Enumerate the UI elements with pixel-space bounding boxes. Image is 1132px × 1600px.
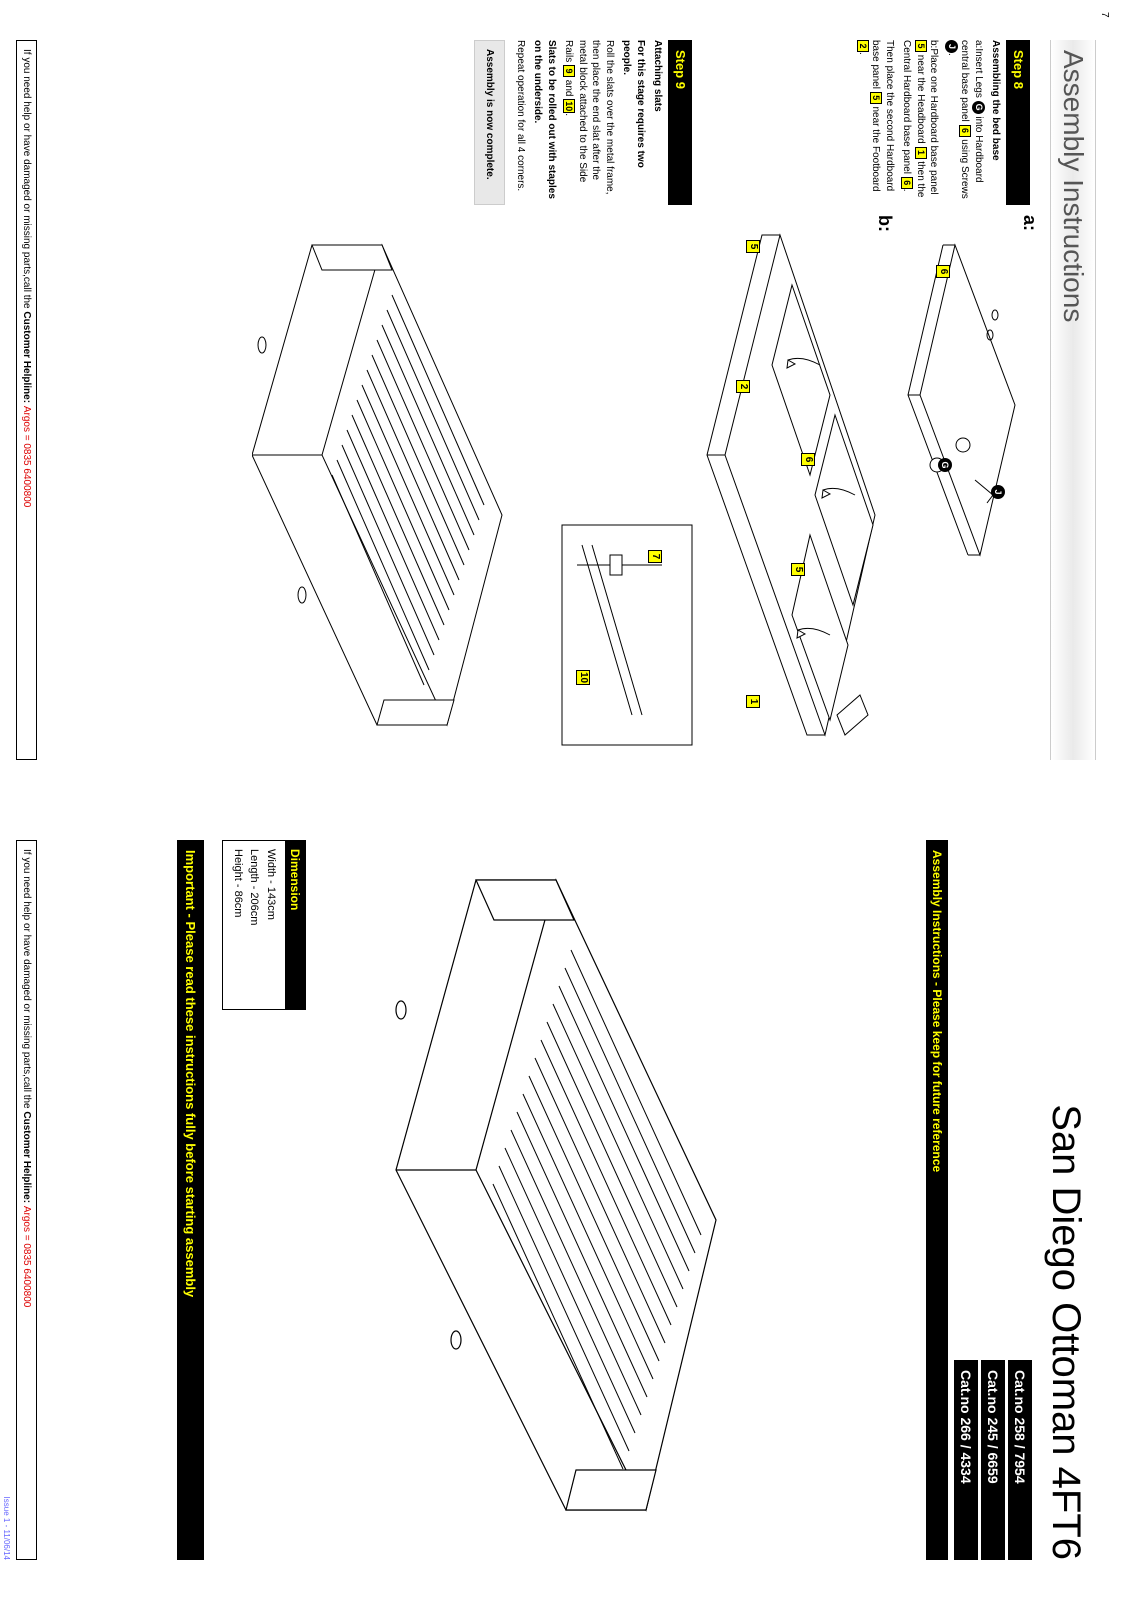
- step9-heading: Attaching slats: [652, 40, 663, 112]
- cover-diagram: [356, 840, 896, 1540]
- footer-bold-r: Customer Helpline:: [21, 1111, 32, 1205]
- part-j-icon: J: [945, 40, 958, 53]
- t: .: [901, 189, 912, 192]
- t: .: [946, 53, 957, 56]
- part-5b: 5: [870, 92, 882, 104]
- step9-line3: Slats to be rolled out with staples on t…: [532, 40, 557, 199]
- page-right: San Diego Ottoman 4FT6 Cat.no 258 / 7954…: [0, 800, 1132, 1600]
- fig8-label-2: 2: [736, 380, 750, 393]
- keep-reference-bar: Assembly Instructions - Please keep for …: [926, 840, 948, 1560]
- part-10: 10: [563, 99, 575, 113]
- step9-text: Step 9 Attaching slats For this stage re…: [474, 40, 702, 205]
- step9-diagram: [252, 215, 702, 755]
- catalog-number: Cat.no 266 / 4334: [954, 1360, 978, 1560]
- footer-bold: Customer Helpline:: [21, 311, 32, 405]
- fig8-label-6b: 6: [801, 453, 815, 466]
- dimension-body: Width - 143cmLength - 206cmHeight - 86cm: [224, 841, 286, 1009]
- catno-list: Cat.no 258 / 7954Cat.no 245 / 6659Cat.no…: [954, 840, 1032, 1560]
- part-9: 9: [563, 65, 575, 77]
- step8-header: Step 8: [1006, 40, 1030, 205]
- step8-diagram-a: [905, 235, 1035, 585]
- step8-line-a: a:Insert Legs G into Hardboard central b…: [944, 40, 985, 205]
- t: near the Headboard: [915, 52, 926, 147]
- important-bar: Important - Please read these instructio…: [178, 840, 205, 1560]
- part-g-icon: G: [972, 101, 985, 114]
- footer-right: If you need help or have damaged or miss…: [16, 840, 37, 1560]
- footer-phone: Argos = 0835 6400800: [21, 406, 32, 507]
- step9-line1: For this stage requires two people.: [621, 40, 646, 168]
- assembly-complete-text: Assembly is now complete.: [484, 49, 495, 180]
- marker-a: a:: [1019, 215, 1040, 231]
- issue-date: Issue 1 - 11/06/14: [2, 1497, 11, 1560]
- fig8-label-6a: 6: [936, 265, 950, 278]
- step8-row: Step 8 Assembling the bed base a:Insert …: [710, 40, 1040, 760]
- t: b:Place one Hardboard base panel: [928, 40, 939, 195]
- t: .: [563, 113, 574, 116]
- dimension-header: Dimension: [285, 841, 305, 1009]
- footer-pre-r: If you need help or have damaged or miss…: [21, 849, 32, 1111]
- fig8-label-j: J: [991, 485, 1005, 499]
- part-2: 2: [857, 40, 869, 52]
- step9-header: Step 9: [668, 40, 692, 205]
- page-left: 7 Assembly Instructions Step 8 Assemblin…: [0, 0, 1132, 800]
- fig8-label-5a: 5: [746, 240, 760, 253]
- t: Roll the slats over the metal frame, the…: [563, 40, 615, 195]
- fig8-label-1: 1: [746, 695, 760, 708]
- part-6: 6: [959, 125, 971, 137]
- step8-text: Step 8 Assembling the bed base a:Insert …: [851, 40, 1040, 205]
- footer-left: If you need help or have damaged or miss…: [16, 40, 37, 760]
- step8-heading: Assembling the bed base: [990, 40, 1001, 161]
- step8-diagram-b: [705, 215, 890, 755]
- dimension-line: Height - 86cm: [230, 849, 247, 1001]
- t: .: [857, 52, 868, 55]
- part-6b: 6: [901, 177, 913, 189]
- t: using Screws: [959, 137, 970, 199]
- t: a:Insert Legs: [973, 40, 984, 101]
- catalog-number: Cat.no 245 / 6659: [981, 1360, 1005, 1560]
- step9-row: Step 9 Attaching slats For this stage re…: [222, 40, 702, 760]
- part-1: 1: [915, 147, 927, 159]
- footer-pre: If you need help or have damaged or miss…: [21, 49, 32, 311]
- fig9-label-7: 7: [648, 550, 662, 563]
- sheet: 7 Assembly Instructions Step 8 Assemblin…: [0, 0, 1132, 1600]
- fig8-label-g: G: [938, 458, 952, 472]
- dimension-box: Dimension Width - 143cmLength - 206cmHei…: [223, 840, 307, 1010]
- dimension-line: Width - 143cm: [263, 849, 280, 1001]
- assembly-complete: Assembly is now complete.: [474, 40, 506, 205]
- page-number: 7: [1099, 12, 1110, 18]
- title-assembly-instructions: Assembly Instructions: [1050, 40, 1096, 760]
- step8-figure: a: 6 J G b:: [710, 215, 1040, 760]
- step9-line2: Roll the slats over the metal frame, the…: [562, 40, 616, 205]
- cover-figure: [336, 840, 896, 1560]
- catalog-number: Cat.no 258 / 7954: [1008, 1360, 1032, 1560]
- part-5: 5: [915, 40, 927, 52]
- step8-line-c: Then place the second Hardboard base pan…: [855, 40, 896, 205]
- step8-line-b: b:Place one Hardboard base panel 5 near …: [900, 40, 941, 205]
- product-title: San Diego Ottoman 4FT6: [1035, 840, 1096, 1560]
- dimension-line: Length - 206cm: [246, 849, 263, 1001]
- footer-phone-r: Argos = 0835 6400800: [21, 1206, 32, 1307]
- t: near the Footboard: [870, 104, 881, 192]
- step9-line4: Repeat operation for all 4 corners.: [513, 40, 527, 205]
- fig8-label-5b: 5: [791, 563, 805, 576]
- fig9-label-10: 10: [576, 670, 590, 685]
- t: and: [563, 77, 574, 99]
- step9-figure: 7 10: [222, 215, 702, 760]
